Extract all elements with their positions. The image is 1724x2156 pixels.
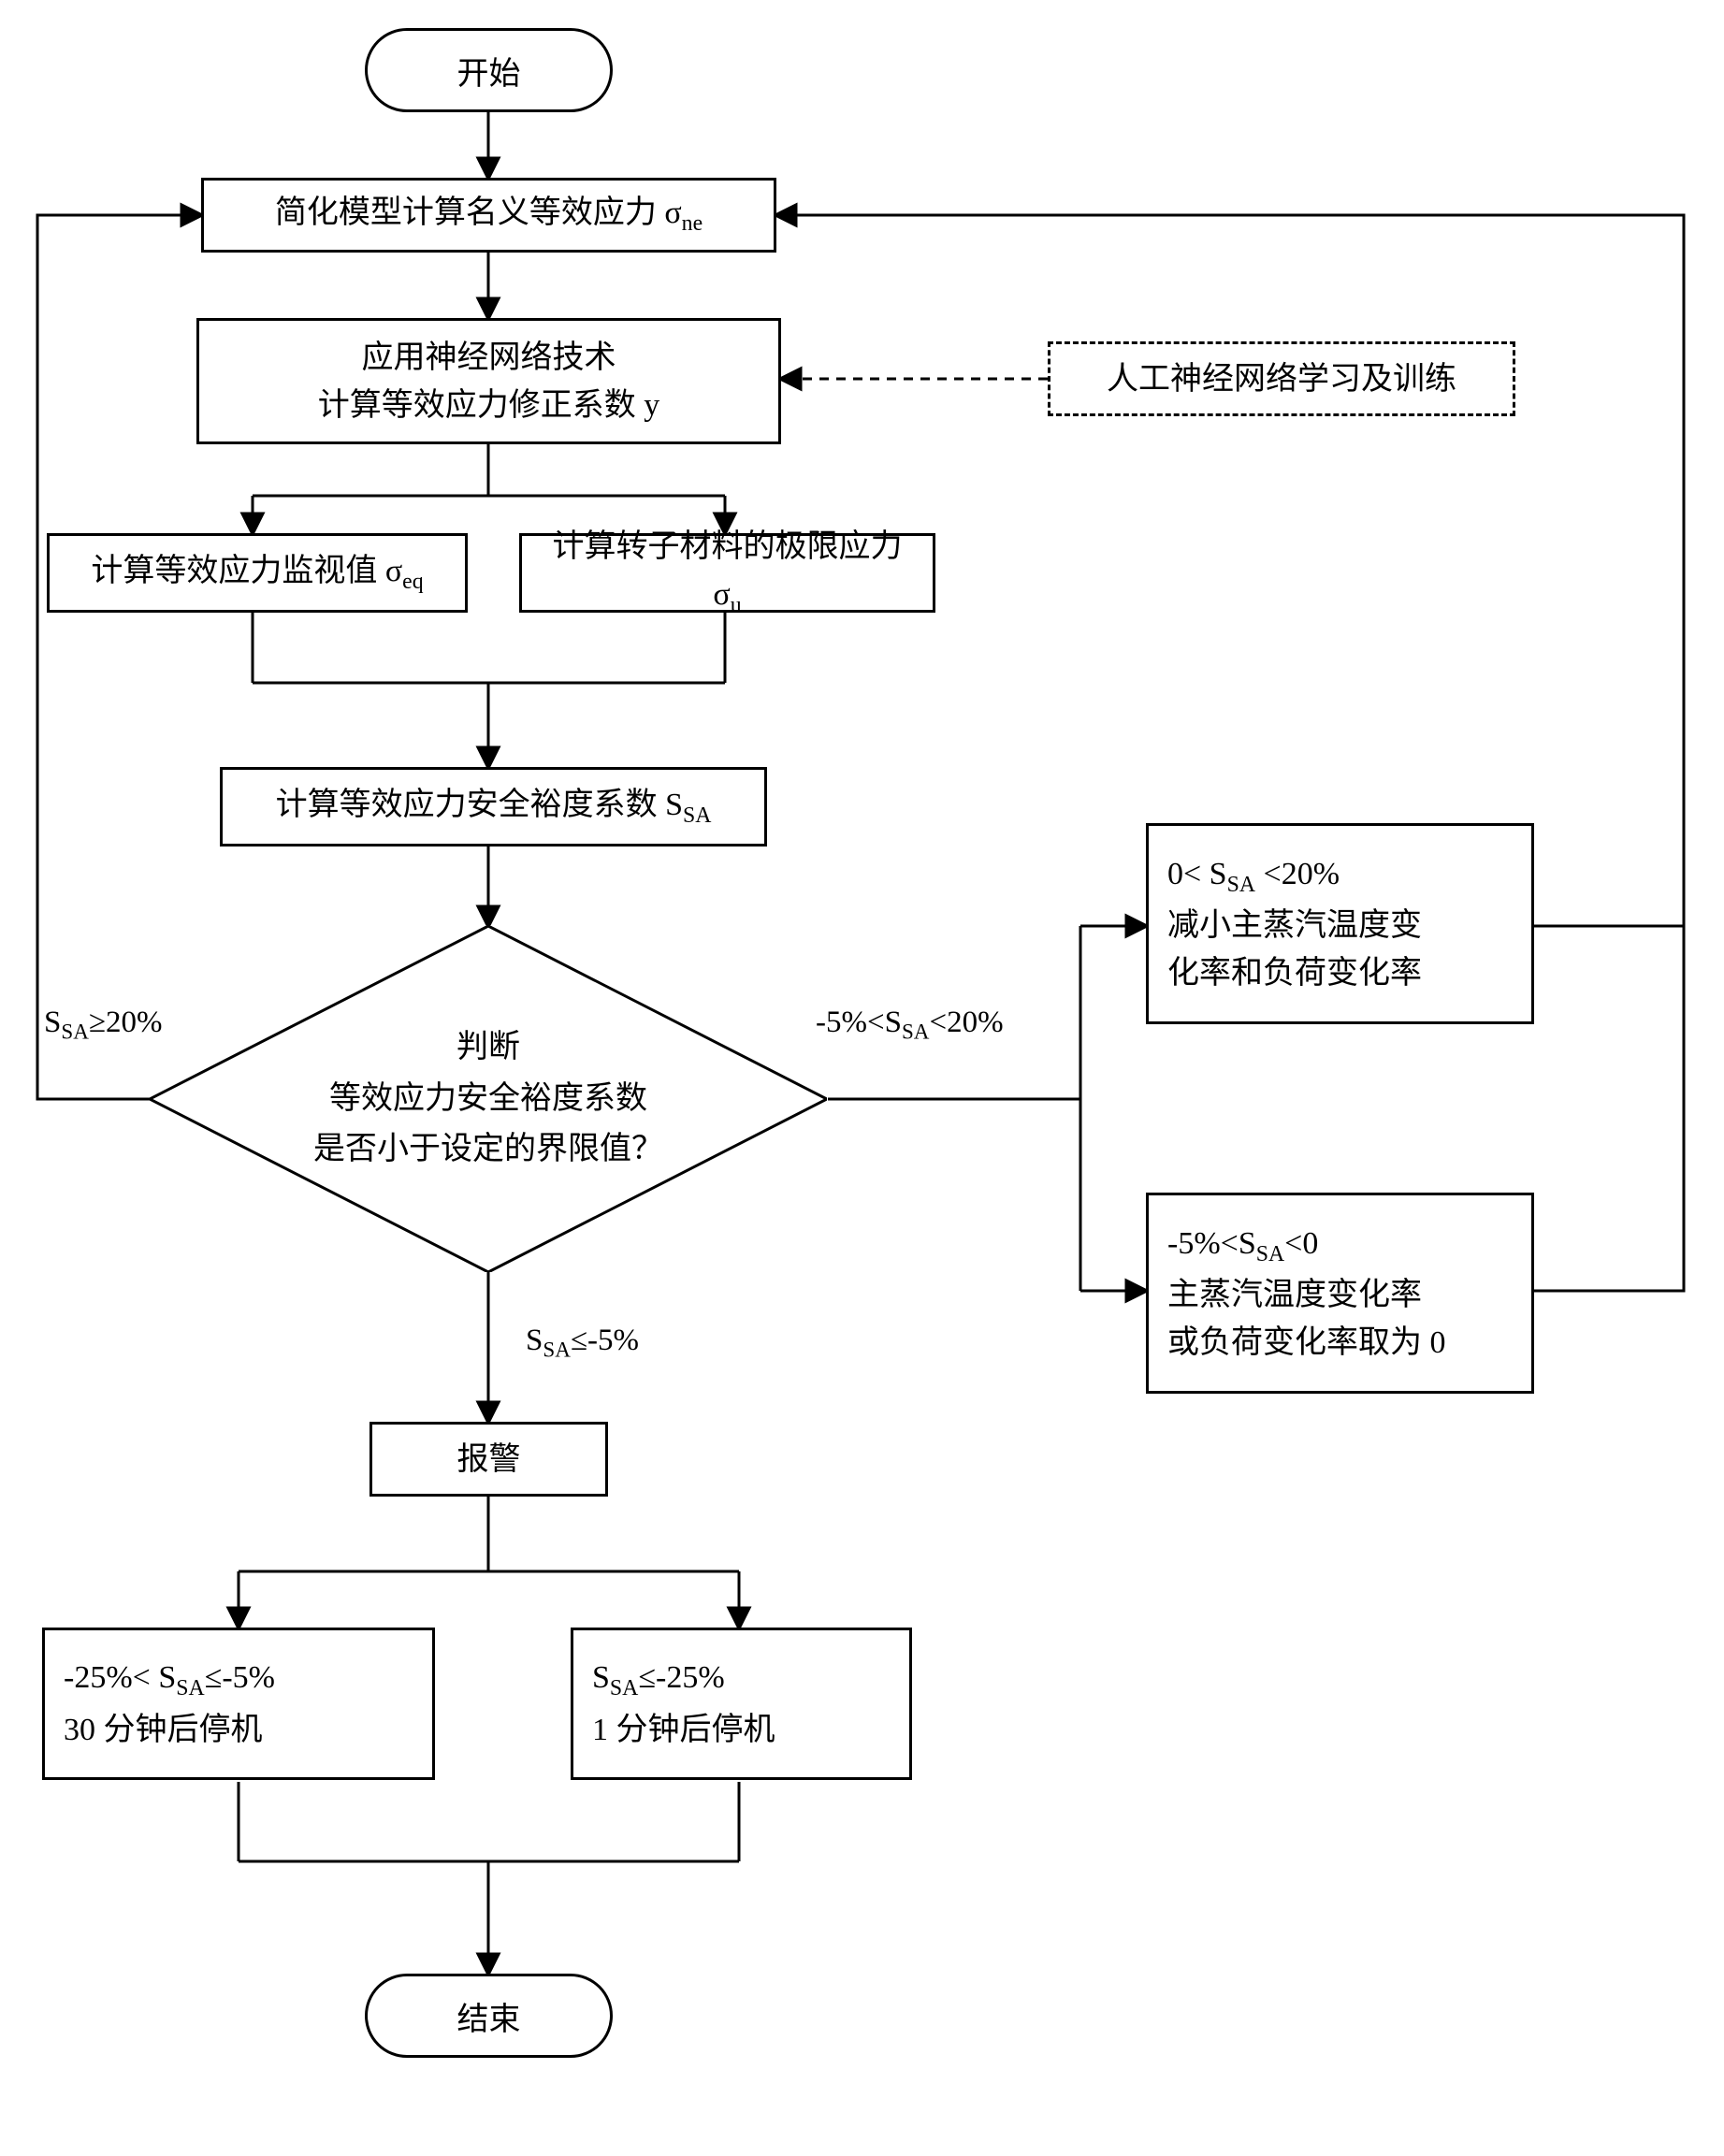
step1-box: 简化模型计算名义等效应力 σne	[201, 178, 776, 253]
edge-label-range: -5%<SSA<20%	[814, 1006, 1006, 1045]
shutdown30-box: -25%< SSA≤-5%30 分钟后停机	[42, 1628, 435, 1780]
nn-train-label: 人工神经网络学习及训练	[1107, 355, 1456, 403]
shutdown1-box: SSA≤-25%1 分钟后停机	[571, 1628, 912, 1780]
calc-ssa-label: 计算等效应力安全裕度系数 SSA	[276, 781, 712, 832]
start-terminator: 开始	[365, 28, 613, 112]
action-lo-label: -5%<SSA<0主蒸汽温度变化率或负荷变化率取为 0	[1167, 1220, 1446, 1367]
end-terminator: 结束	[365, 1974, 613, 2058]
step2-label: 应用神经网络技术计算等效应力修正系数 y	[318, 334, 660, 429]
shutdown30-label: -25%< SSA≤-5%30 分钟后停机	[64, 1654, 275, 1753]
edge-label-ge20: SSA≥20%	[42, 1006, 165, 1045]
calc-ssa-box: 计算等效应力安全裕度系数 SSA	[220, 767, 767, 846]
alarm-label: 报警	[457, 1436, 521, 1483]
step1-label: 简化模型计算名义等效应力 σne	[275, 189, 703, 240]
shutdown1-label: SSA≤-25%1 分钟后停机	[592, 1654, 775, 1753]
action-lo-box: -5%<SSA<0主蒸汽温度变化率或负荷变化率取为 0	[1146, 1193, 1534, 1394]
calc-u-box: 计算转子材料的极限应力 σu	[519, 533, 935, 613]
start-label: 开始	[457, 48, 521, 94]
action-hi-label: 0< SSA <20%减小主蒸汽温度变化率和负荷变化率	[1167, 850, 1422, 997]
step2-box: 应用神经网络技术计算等效应力修正系数 y	[196, 318, 781, 444]
calc-eq-box: 计算等效应力监视值 σeq	[47, 533, 468, 613]
end-label: 结束	[457, 1993, 521, 2039]
decision-label: 判断等效应力安全裕度系数是否小于设定的界限值？	[313, 1022, 663, 1175]
action-hi-box: 0< SSA <20%减小主蒸汽温度变化率和负荷变化率	[1146, 823, 1534, 1024]
alarm-box: 报警	[369, 1422, 608, 1497]
nn-train-box: 人工神经网络学习及训练	[1048, 341, 1515, 416]
calc-eq-label: 计算等效应力监视值 σeq	[91, 547, 423, 599]
decision-diamond: 判断等效应力安全裕度系数是否小于设定的界限值？	[150, 926, 827, 1272]
calc-u-label: 计算转子材料的极限应力 σu	[541, 523, 914, 622]
edge-label-le5: SSA≤-5%	[524, 1324, 641, 1363]
